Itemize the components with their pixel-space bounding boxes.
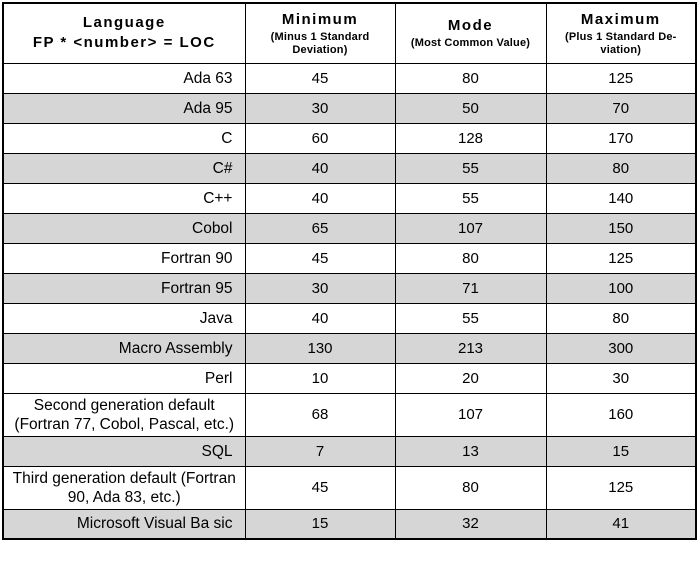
table-row: Macro Assembly 130 213 300 xyxy=(2,332,697,364)
table-row: Second generation default (Fortran 77, C… xyxy=(2,392,697,437)
language-cell: Ada 95 xyxy=(2,92,246,124)
maximum-cell: 30 xyxy=(545,362,697,394)
minimum-cell: 30 xyxy=(244,92,396,124)
language-cell: Java xyxy=(2,302,246,334)
header-minimum-subtitle: (Minus 1 Standard Deviation) xyxy=(270,30,370,56)
table-row: Ada 95 30 50 70 xyxy=(2,92,697,124)
language-cell: Macro Assembly xyxy=(2,332,246,364)
mode-cell: 55 xyxy=(394,182,547,214)
maximum-cell: 125 xyxy=(545,465,697,510)
maximum-cell: 140 xyxy=(545,182,697,214)
table-row: C 60 128 170 xyxy=(2,122,697,154)
header-mode-title: Mode xyxy=(447,17,494,35)
table-row: Ada 63 45 80 125 xyxy=(2,62,697,94)
table-row: C++ 40 55 140 xyxy=(2,182,697,214)
fp-loc-conversion-table: Language FP * <number> = LOC Minimum (Mi… xyxy=(2,2,697,540)
mode-cell: 80 xyxy=(394,465,547,510)
table-body: Ada 63 45 80 125 Ada 95 30 50 70 C 60 128 170 C# 40 55… xyxy=(2,62,697,540)
mode-cell: 107 xyxy=(394,212,547,244)
mode-cell: 50 xyxy=(394,92,547,124)
header-row: Language FP * <number> = LOC Minimum (Mi… xyxy=(2,2,697,64)
mode-cell: 80 xyxy=(394,62,547,94)
language-cell: Second generation default (Fortran 77, C… xyxy=(2,392,246,437)
maximum-cell: 70 xyxy=(545,92,697,124)
table-row: Cobol 65 107 150 xyxy=(2,212,697,244)
maximum-cell: 125 xyxy=(545,242,697,274)
mode-cell: 20 xyxy=(394,362,547,394)
mode-cell: 213 xyxy=(394,332,547,364)
minimum-cell: 40 xyxy=(244,302,396,334)
minimum-cell: 68 xyxy=(244,392,396,437)
language-cell: Cobol xyxy=(2,212,246,244)
table-row: Third generation default (Fortran 90, Ad… xyxy=(2,465,697,510)
minimum-cell: 65 xyxy=(244,212,396,244)
header-minimum-cell: Minimum (Minus 1 Standard Deviation) xyxy=(244,2,396,64)
maximum-cell: 80 xyxy=(545,152,697,184)
mode-cell: 13 xyxy=(394,435,547,467)
minimum-cell: 40 xyxy=(244,182,396,214)
language-cell: Perl xyxy=(2,362,246,394)
header-language-cell: Language FP * <number> = LOC xyxy=(2,2,246,64)
language-cell: Microsoft Visual Ba sic xyxy=(2,508,246,540)
language-cell: Fortran 95 xyxy=(2,272,246,304)
maximum-cell: 80 xyxy=(545,302,697,334)
minimum-cell: 15 xyxy=(244,508,396,540)
mode-cell: 80 xyxy=(394,242,547,274)
maximum-cell: 160 xyxy=(545,392,697,437)
table-row: Fortran 95 30 71 100 xyxy=(2,272,697,304)
minimum-cell: 40 xyxy=(244,152,396,184)
maximum-cell: 100 xyxy=(545,272,697,304)
table-row: C# 40 55 80 xyxy=(2,152,697,184)
maximum-cell: 170 xyxy=(545,122,697,154)
minimum-cell: 30 xyxy=(244,272,396,304)
minimum-cell: 130 xyxy=(244,332,396,364)
header-language-title: Language xyxy=(82,14,166,32)
table-header: Language FP * <number> = LOC Minimum (Mi… xyxy=(2,2,697,64)
header-minimum-title: Minimum xyxy=(281,10,359,28)
header-maximum-subtitle: (Plus 1 Standard De-viation) xyxy=(564,30,677,56)
maximum-cell: 125 xyxy=(545,62,697,94)
mode-cell: 71 xyxy=(394,272,547,304)
maximum-cell: 150 xyxy=(545,212,697,244)
header-maximum-title: Maximum xyxy=(580,10,661,28)
mode-cell: 55 xyxy=(394,152,547,184)
language-cell: C# xyxy=(2,152,246,184)
table-row: Perl 10 20 30 xyxy=(2,362,697,394)
language-cell: SQL xyxy=(2,435,246,467)
table-row: Microsoft Visual Ba sic 15 32 41 xyxy=(2,508,697,540)
table-row: Fortran 90 45 80 125 xyxy=(2,242,697,274)
minimum-cell: 60 xyxy=(244,122,396,154)
minimum-cell: 7 xyxy=(244,435,396,467)
table-row: SQL 7 13 15 xyxy=(2,435,697,467)
mode-cell: 128 xyxy=(394,122,547,154)
header-language-subtitle: FP * <number> = LOC xyxy=(32,34,216,52)
table-row: Java 40 55 80 xyxy=(2,302,697,334)
minimum-cell: 10 xyxy=(244,362,396,394)
minimum-cell: 45 xyxy=(244,465,396,510)
header-mode-subtitle: (Most Common Value) xyxy=(410,37,531,50)
header-maximum-cell: Maximum (Plus 1 Standard De-viation) xyxy=(545,2,697,64)
maximum-cell: 15 xyxy=(545,435,697,467)
maximum-cell: 300 xyxy=(545,332,697,364)
minimum-cell: 45 xyxy=(244,62,396,94)
language-cell: C xyxy=(2,122,246,154)
mode-cell: 32 xyxy=(394,508,547,540)
language-cell: Third generation default (Fortran 90, Ad… xyxy=(2,465,246,510)
header-mode-cell: Mode (Most Common Value) xyxy=(394,2,547,64)
language-cell: Fortran 90 xyxy=(2,242,246,274)
language-cell: Ada 63 xyxy=(2,62,246,94)
mode-cell: 55 xyxy=(394,302,547,334)
mode-cell: 107 xyxy=(394,392,547,437)
minimum-cell: 45 xyxy=(244,242,396,274)
language-cell: C++ xyxy=(2,182,246,214)
maximum-cell: 41 xyxy=(545,508,697,540)
